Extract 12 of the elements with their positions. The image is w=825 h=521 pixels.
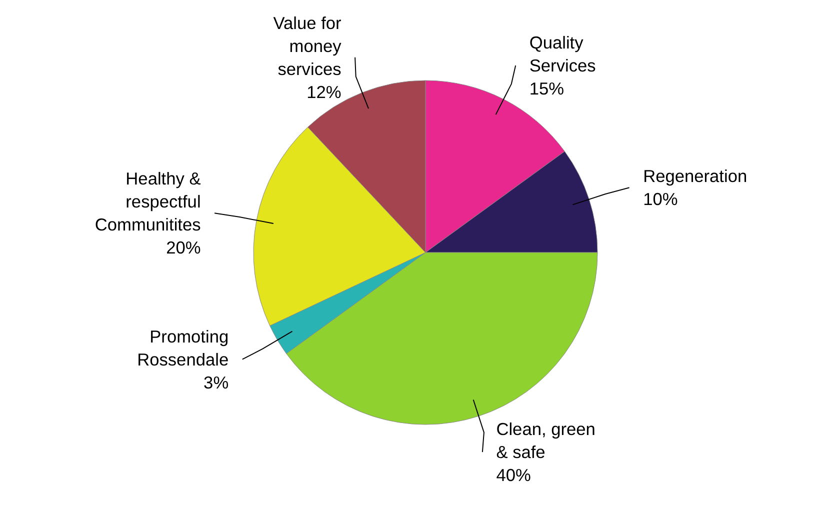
slice-label: Value for money services (273, 12, 342, 79)
slice-label: Quality Services (529, 32, 596, 76)
slice-label: Clean, green & safe (496, 419, 596, 462)
data-label: 40% (496, 465, 531, 486)
data-label: 12% (306, 82, 342, 102)
data-label: 3% (204, 372, 229, 392)
slice-label: Promoting Rossendale (137, 326, 229, 370)
data-label: 10% (643, 189, 678, 210)
data-label: 15% (529, 78, 564, 99)
slice-label: Regeneration (643, 166, 748, 186)
slice-label: Healthy & respectful Communitites (94, 168, 202, 235)
data-label: 20% (166, 238, 201, 258)
